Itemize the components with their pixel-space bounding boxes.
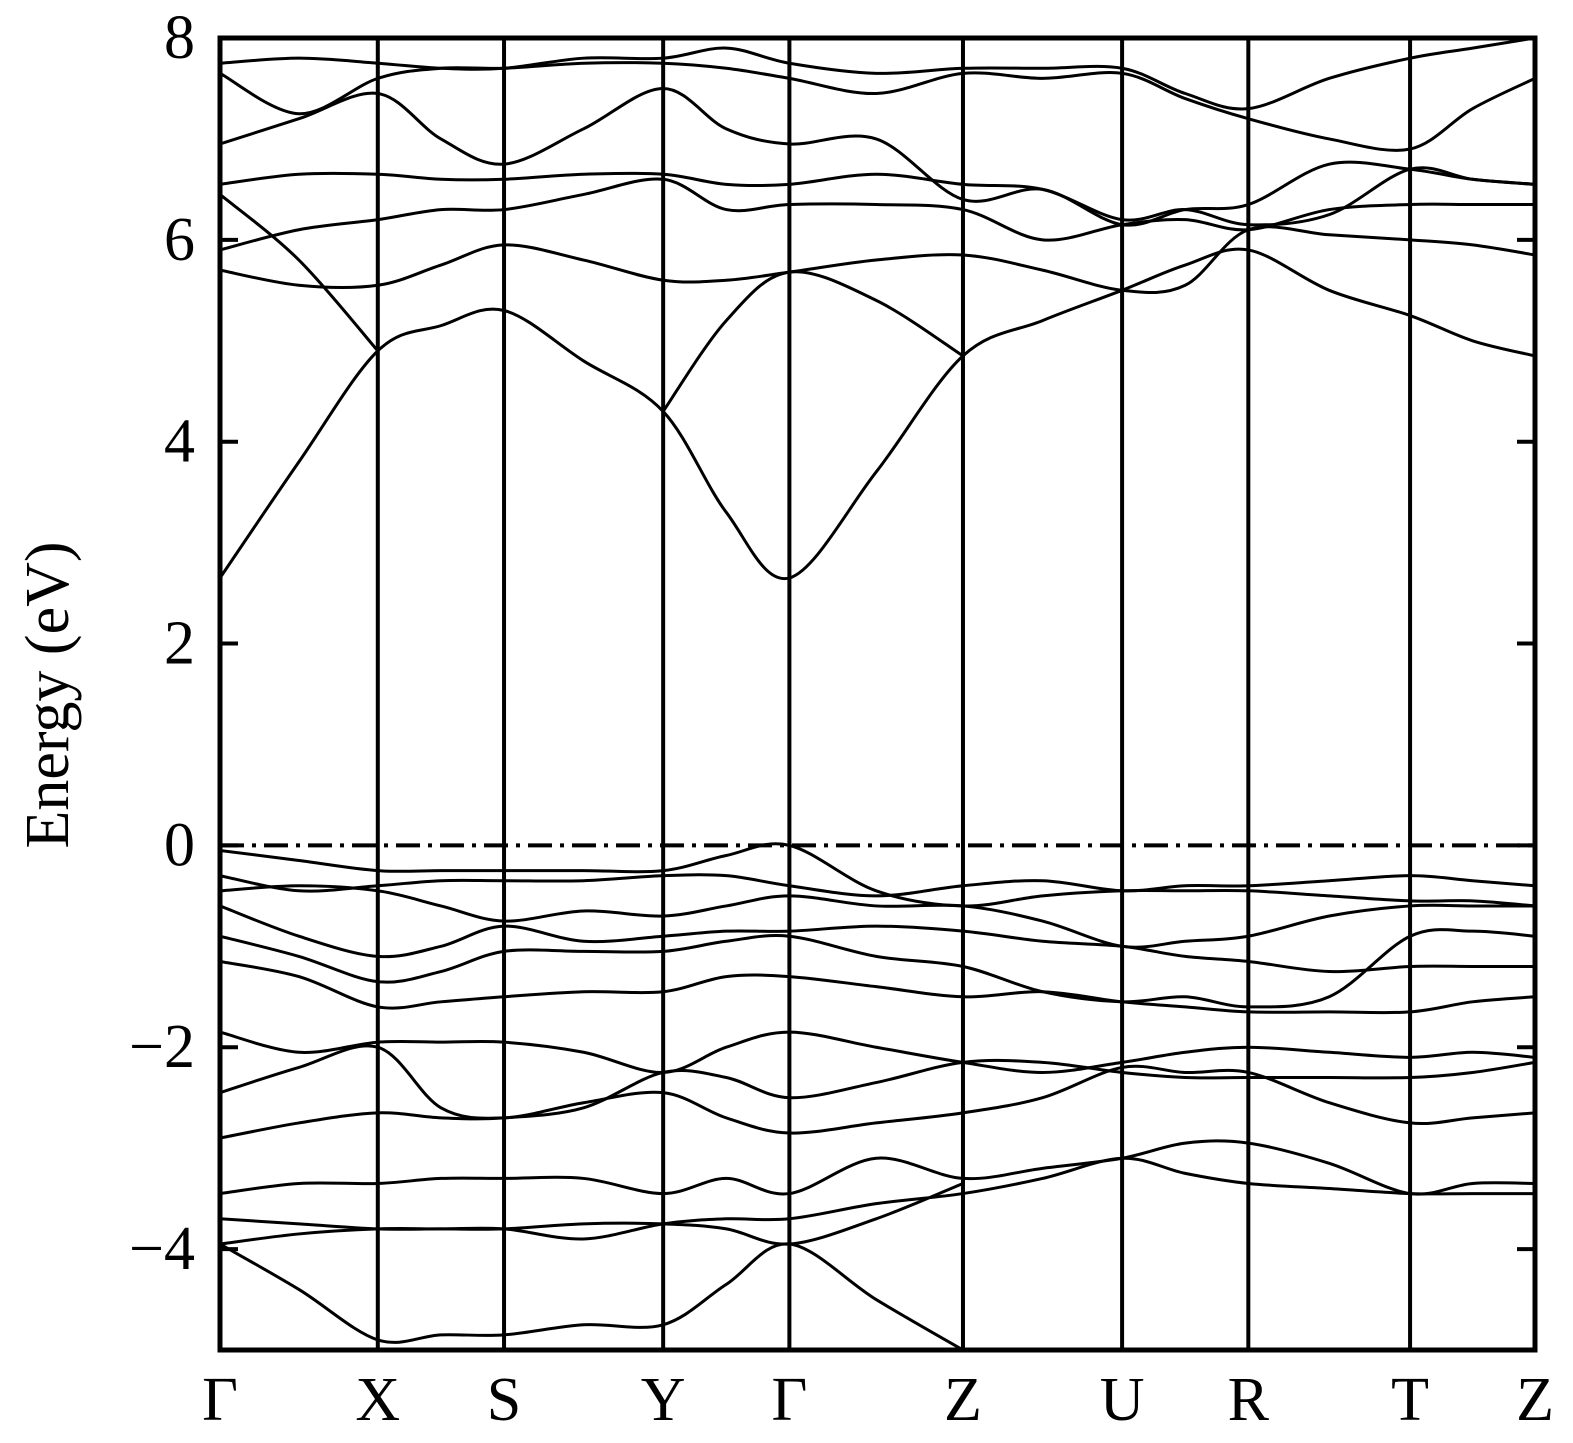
band-line bbox=[220, 1030, 1535, 1074]
x-tick-label: Z bbox=[1516, 1366, 1554, 1434]
band-line bbox=[220, 166, 1535, 227]
x-tick-label: X bbox=[355, 1366, 400, 1434]
x-tick-label: T bbox=[1391, 1366, 1429, 1434]
band-line bbox=[220, 38, 1535, 111]
x-tick-label: Y bbox=[641, 1366, 686, 1434]
y-axis-label: Energy (eV) bbox=[14, 541, 82, 848]
x-tick-label: R bbox=[1228, 1366, 1270, 1434]
band-line bbox=[220, 842, 1535, 908]
band-line bbox=[220, 193, 379, 352]
y-tick-label: −2 bbox=[129, 1013, 195, 1081]
y-tick-label: 6 bbox=[164, 206, 195, 274]
band-line bbox=[220, 928, 1535, 1009]
band-line bbox=[220, 873, 1535, 898]
x-tick-label: Γ bbox=[771, 1366, 807, 1434]
band-line bbox=[220, 1058, 1535, 1140]
x-tick-label: S bbox=[487, 1366, 521, 1434]
band-line bbox=[220, 1182, 964, 1246]
x-tick-label: Z bbox=[944, 1366, 982, 1434]
bands bbox=[220, 38, 1535, 1350]
band-line bbox=[220, 959, 1535, 1015]
x-tick-label: Γ bbox=[202, 1366, 238, 1434]
band-line bbox=[220, 225, 1535, 295]
y-tick-label: −4 bbox=[129, 1215, 195, 1283]
y-tick-label: 0 bbox=[164, 811, 195, 879]
band-line bbox=[220, 1156, 1535, 1241]
band-line bbox=[220, 86, 1535, 227]
y-tick-label: 8 bbox=[164, 4, 195, 72]
band-line bbox=[220, 177, 1535, 252]
plot-frame bbox=[217, 35, 1538, 1353]
y-tick-label: 4 bbox=[164, 408, 195, 476]
band-line bbox=[220, 247, 1535, 581]
band-line bbox=[220, 884, 1535, 949]
band-line bbox=[220, 904, 1535, 974]
x-tick-label: U bbox=[1100, 1366, 1145, 1434]
y-tick-label: 2 bbox=[164, 610, 195, 678]
band-line bbox=[220, 1044, 1535, 1135]
band-line bbox=[220, 1139, 1535, 1196]
band-line bbox=[220, 1242, 964, 1350]
band-line bbox=[661, 270, 964, 413]
